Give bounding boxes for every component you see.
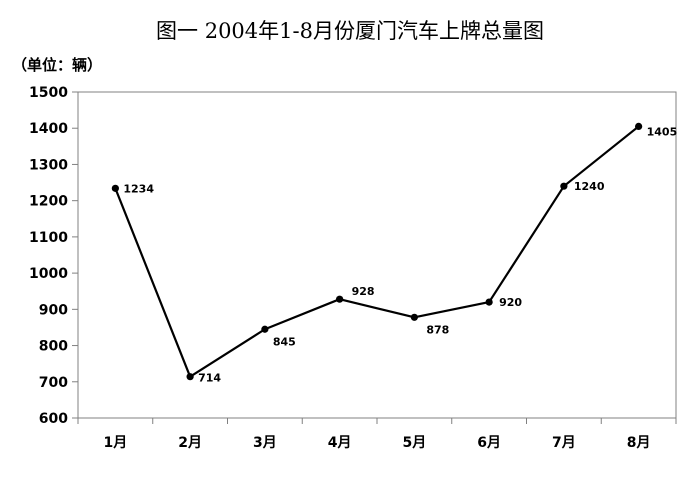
y-tick-label: 800 — [39, 339, 68, 355]
data-point — [261, 325, 269, 333]
data-point — [635, 122, 643, 131]
data-label: 1234 — [123, 182, 154, 195]
series-layer: 1234 714 845 928 878 920 1240 1405 — [111, 122, 678, 385]
y-tick-label: 700 — [39, 375, 68, 391]
data-point — [410, 313, 418, 321]
data-label: 878 — [426, 323, 449, 336]
x-tick-label: 3月 — [253, 435, 277, 451]
data-label: 845 — [273, 335, 296, 348]
data-label: 1240 — [574, 180, 605, 193]
y-tick-label: 1500 — [29, 85, 68, 101]
unit-label: （单位：辆） — [12, 56, 102, 74]
x-tick-label: 6月 — [477, 435, 501, 451]
y-tick-label: 1200 — [29, 194, 68, 210]
data-label: 714 — [198, 372, 221, 385]
y-tick-label: 1300 — [29, 157, 68, 173]
series-line — [114, 125, 640, 378]
data-point — [111, 184, 119, 192]
x-tick-label: 8月 — [627, 435, 651, 451]
data-point — [336, 295, 344, 303]
x-tick-label: 7月 — [552, 435, 576, 451]
y-axis: 600 700 800 900 1000 1100 1200 1300 1400 1500 — [29, 85, 78, 427]
y-tick-label: 1400 — [29, 121, 68, 137]
y-tick-label: 1000 — [29, 266, 68, 282]
data-point — [186, 373, 194, 381]
plot-frame — [77, 91, 677, 419]
x-tick-label: 5月 — [403, 435, 427, 451]
data-point — [560, 182, 568, 190]
y-tick-label: 900 — [39, 302, 68, 318]
data-label: 928 — [352, 285, 375, 298]
y-tick-label: 600 — [39, 411, 68, 427]
x-tick-label: 2月 — [178, 435, 202, 451]
data-label: 920 — [499, 296, 522, 309]
x-axis: 1月 2月 3月 4月 5月 6月 7月 8月 — [77, 418, 677, 451]
chart-title: 图一 2004年1-8月份厦门汽车上牌总量图 — [156, 19, 544, 43]
plot-area-border — [77, 91, 677, 419]
data-label: 1405 — [647, 125, 678, 138]
x-tick-label: 4月 — [328, 435, 352, 451]
data-point — [485, 298, 493, 306]
y-tick-label: 1100 — [29, 230, 68, 246]
x-tick-label: 1月 — [104, 435, 128, 451]
